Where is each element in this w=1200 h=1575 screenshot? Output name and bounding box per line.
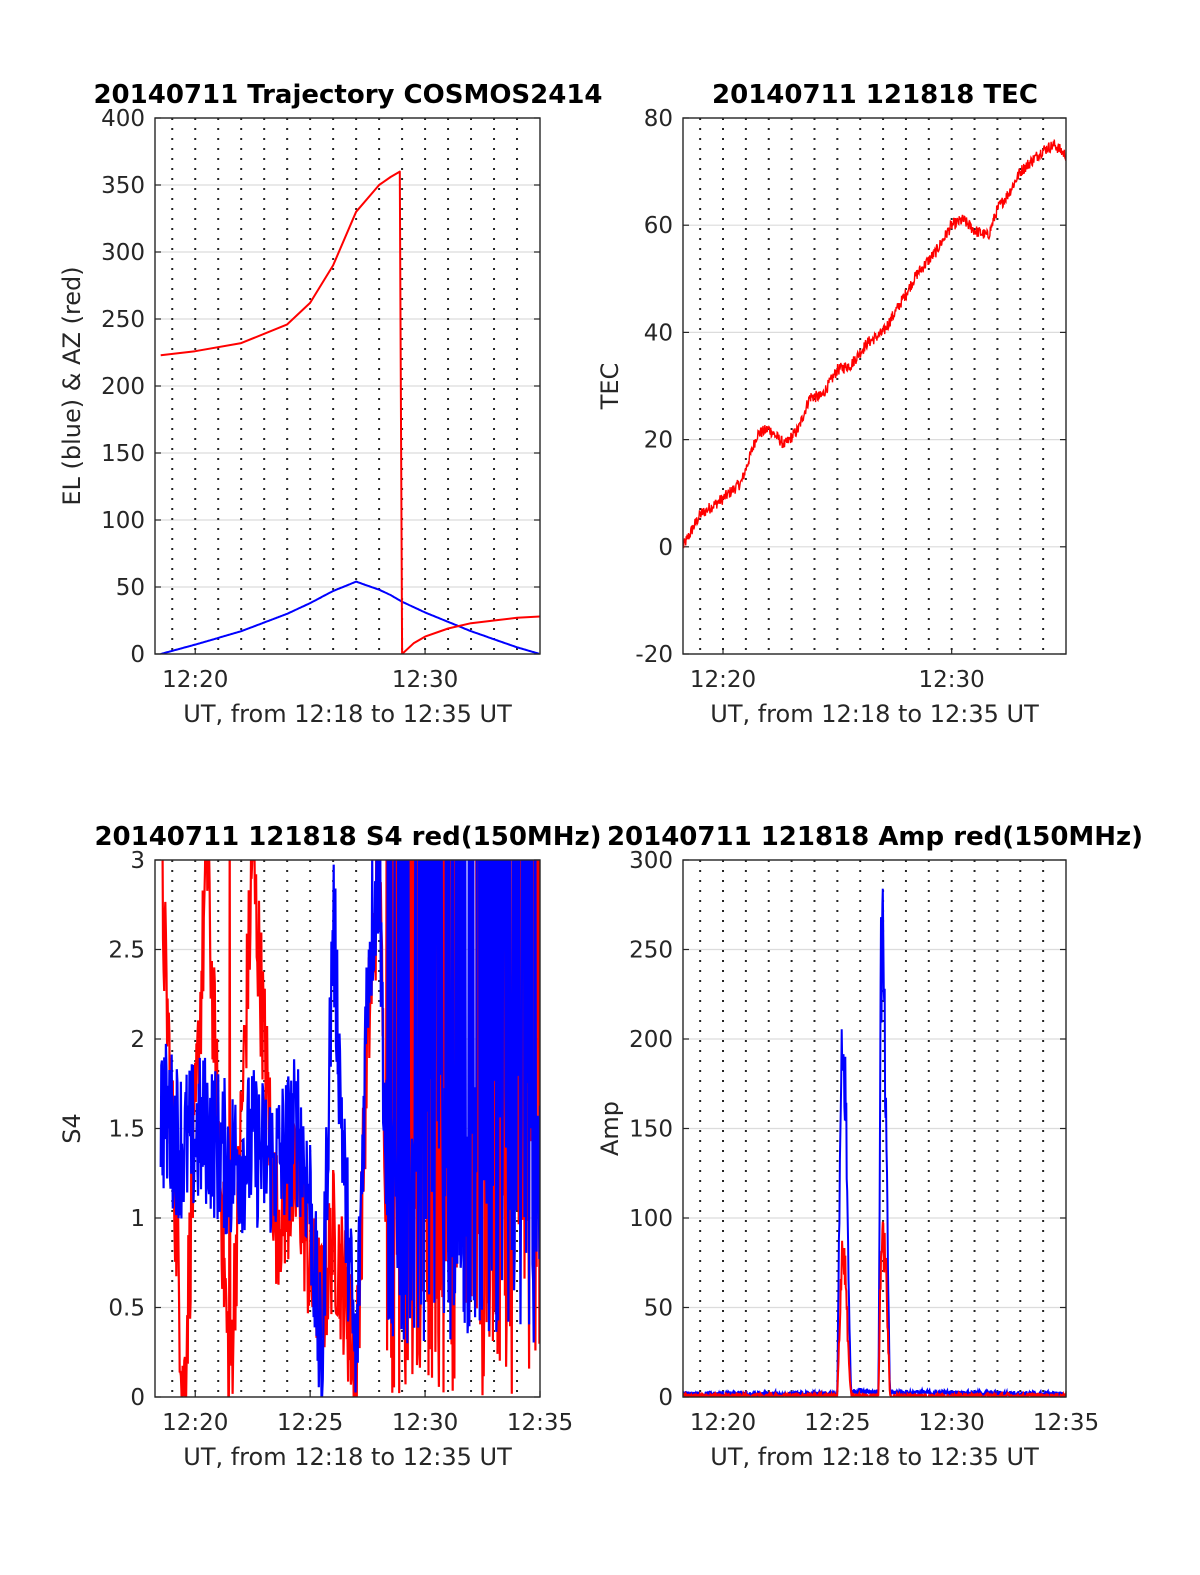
y-tick-label: 150 <box>629 1117 673 1143</box>
chart-title: 20140711 Trajectory COSMOS2414 <box>93 80 602 110</box>
x-tick-label: 12:25 <box>277 1410 343 1436</box>
x-tick-label: 12:30 <box>919 1410 985 1436</box>
y-tick-label: 200 <box>629 1027 673 1053</box>
panel-tec: -20 0 20 40 60 80 12:20 12:30 20140711 121818 TE… <box>596 80 1067 728</box>
y-axis-label: Amp <box>596 1101 624 1156</box>
x-tick-label: 12:35 <box>507 1410 573 1436</box>
series-line-el <box>160 580 540 654</box>
y-axis-label: TEC <box>596 363 624 411</box>
axes-frame <box>682 859 1067 1398</box>
x-tick-label: 12:20 <box>162 667 228 693</box>
x-tick-label: 12:30 <box>392 1410 458 1436</box>
y-tick-label: 40 <box>644 320 673 346</box>
series-line-blue <box>683 888 1066 1397</box>
x-tick-label: 12:30 <box>392 667 458 693</box>
y-tick-label: 0 <box>130 1385 145 1411</box>
y-tick-label: 80 <box>644 106 673 132</box>
x-tick-label: 12:20 <box>690 667 756 693</box>
plot-area <box>159 860 540 1397</box>
series-line-blue <box>159 860 540 1397</box>
plot-area <box>683 139 1066 549</box>
y-tick-label: 400 <box>101 106 145 132</box>
plot-area <box>160 170 540 654</box>
y-tick-label: 60 <box>644 213 673 239</box>
x-tick-label: 12:25 <box>804 1410 870 1436</box>
x-tick-label: 12:35 <box>1033 1410 1099 1436</box>
x-axis-label: UT, from 12:18 to 12:35 UT <box>710 1443 1039 1471</box>
panel-amp: 0 50 100 150 200 250 300 12:20 12:25 12:30 12:35 20… <box>596 822 1143 1471</box>
x-axis-label: UT, from 12:18 to 12:35 UT <box>183 700 512 728</box>
y-tick-label: 200 <box>101 374 145 400</box>
x-tick-label: 12:20 <box>162 1410 228 1436</box>
y-tick-label: 150 <box>101 441 145 467</box>
y-tick-label: 100 <box>629 1206 673 1232</box>
y-tick-label: 20 <box>644 428 673 454</box>
y-tick-label: 2 <box>130 1027 145 1053</box>
y-axis-label: S4 <box>58 1113 86 1144</box>
y-tick-label: 2.5 <box>108 938 145 964</box>
x-axis-label: UT, from 12:18 to 12:35 UT <box>183 1443 512 1471</box>
x-axis-label: UT, from 12:18 to 12:35 UT <box>710 700 1039 728</box>
y-tick-label: 50 <box>116 575 145 601</box>
panel-s4: 0 0.5 1 1.5 2 2.5 3 12:20 12:25 12:30 12:35 2014071… <box>58 822 602 1471</box>
plot-area <box>683 888 1066 1397</box>
axes-frame <box>154 859 541 1398</box>
x-tick-label: 12:20 <box>690 1410 756 1436</box>
y-tick-label: 1 <box>130 1206 145 1232</box>
y-tick-label: 0 <box>658 535 673 561</box>
y-tick-label: 0 <box>658 1385 673 1411</box>
y-tick-label: 0 <box>130 642 145 668</box>
axes-frame <box>682 117 1067 655</box>
series-line-red <box>161 860 540 1397</box>
y-axis-label: EL (blue) & AZ (red) <box>58 266 86 505</box>
series-line-az <box>160 170 540 654</box>
chart-title: 20140711 121818 Amp red(150MHz) <box>607 822 1143 852</box>
x-tick-label: 12:30 <box>919 667 985 693</box>
y-tick-label: 250 <box>101 307 145 333</box>
y-tick-label: 350 <box>101 173 145 199</box>
series-line-red <box>683 1221 1066 1397</box>
axes-frame <box>154 117 541 655</box>
y-tick-label: 1.5 <box>108 1117 145 1143</box>
y-tick-label: 100 <box>101 508 145 534</box>
y-tick-label: 0.5 <box>108 1296 145 1322</box>
y-tick-label: 3 <box>130 848 145 874</box>
y-tick-label: 250 <box>629 938 673 964</box>
y-tick-label: 50 <box>644 1296 673 1322</box>
chart-title: 20140711 121818 S4 red(150MHz) <box>94 822 601 852</box>
y-tick-label: 300 <box>629 848 673 874</box>
panel-traj: 0 50 100 150 200 250 300 350 400 12:20 12:30 201407… <box>58 80 603 728</box>
y-tick-label: 300 <box>101 240 145 266</box>
chart-title: 20140711 121818 TEC <box>712 80 1038 110</box>
y-tick-label: -20 <box>635 642 673 668</box>
series-line-tec <box>683 139 1066 549</box>
